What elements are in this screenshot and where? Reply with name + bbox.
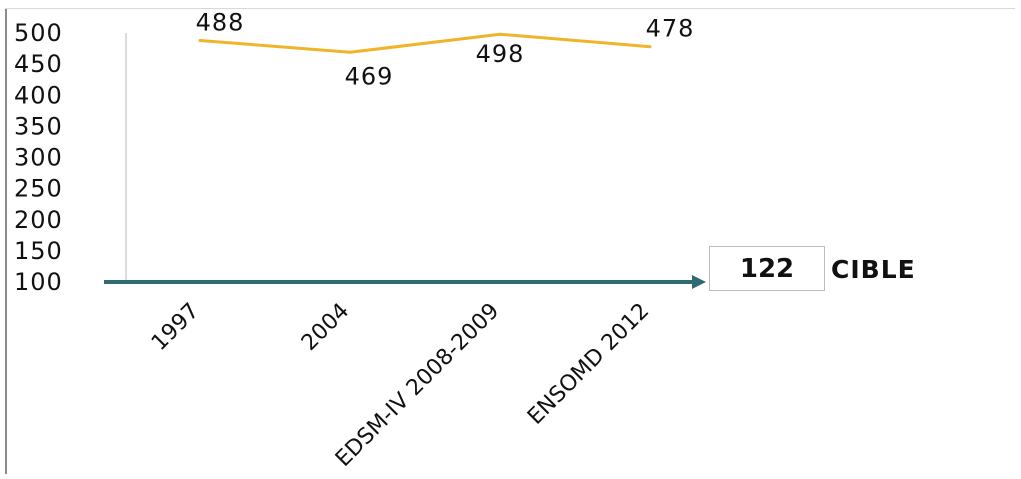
target-value: 122 (739, 253, 795, 284)
data-label: 488 (196, 8, 245, 36)
data-label: 498 (476, 40, 525, 68)
series-group (198, 32, 652, 54)
y-tick-label: 500 (14, 19, 63, 47)
y-tick-label: 450 (14, 50, 63, 78)
data-point (198, 38, 202, 42)
frame-left-border (5, 8, 7, 474)
target-value-box: 122 (709, 246, 825, 291)
y-tick-label: 200 (14, 206, 63, 234)
data-point (348, 50, 352, 54)
frame-top-border (5, 8, 1015, 9)
data-label: 478 (646, 15, 695, 43)
y-axis-ticks: 500 450 400 350 300 250 200 150 100 (14, 19, 63, 296)
data-point (498, 32, 502, 36)
y-tick-label: 250 (14, 175, 63, 203)
target-arrow-head (692, 275, 706, 289)
data-labels: 488 469 498 478 (196, 8, 695, 90)
y-tick-label: 300 (14, 144, 63, 172)
target-arrow (104, 275, 706, 289)
x-category-label: 2004 (297, 299, 354, 356)
data-label: 469 (345, 62, 394, 90)
y-tick-label: 150 (14, 237, 63, 265)
data-point (648, 45, 652, 49)
y-tick-label: 350 (14, 112, 63, 140)
x-category-label: ENSOMD 2012 (523, 299, 654, 430)
target-label: CIBLE (831, 255, 916, 284)
series-line (199, 32, 651, 54)
x-category-label: 1997 (147, 299, 204, 356)
y-tick-label: 100 (14, 268, 63, 296)
x-category-label: EDSM-IV 2008-2009 (331, 299, 504, 472)
y-tick-label: 400 (14, 81, 63, 109)
